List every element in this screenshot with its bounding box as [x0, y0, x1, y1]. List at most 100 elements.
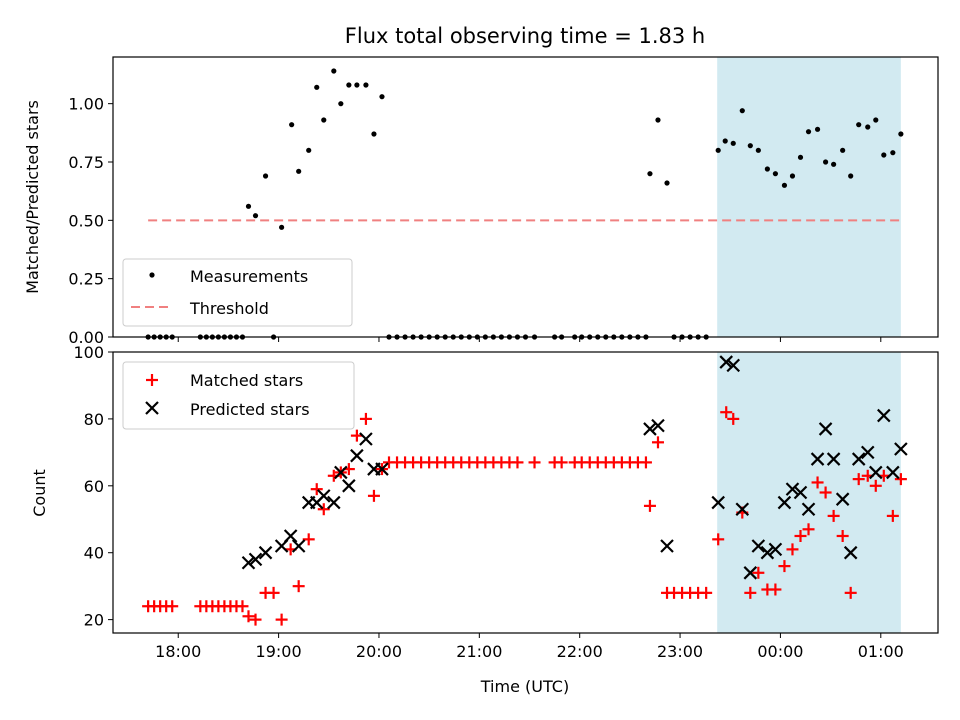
measurement-point	[252, 213, 259, 219]
y-tick-label: 60	[84, 477, 104, 496]
predicted-point	[835, 492, 850, 506]
predicted-point	[735, 502, 750, 517]
measurement-point	[279, 224, 285, 230]
matched-point	[769, 583, 782, 596]
matched-point	[727, 412, 740, 425]
predicted-point	[342, 479, 356, 493]
predicted-point	[768, 542, 783, 557]
predicted-point	[375, 462, 389, 476]
legend-measurements-label: Measurements	[190, 267, 308, 286]
predicted-point	[726, 358, 741, 373]
predicted-point	[291, 539, 306, 553]
predicted-point	[851, 452, 866, 466]
matched-point	[350, 429, 363, 442]
top-panel-y-label: Matched/Predicted stars	[23, 100, 42, 294]
measurement-point	[321, 117, 327, 123]
matched-point	[310, 483, 323, 496]
measurement-point	[881, 152, 887, 158]
predicted-point	[359, 432, 373, 446]
predicted-point	[660, 539, 674, 553]
measurement-point	[822, 159, 829, 165]
predicted-point	[860, 445, 875, 460]
figure-title: Flux total observing time = 1.83 h	[345, 24, 705, 48]
y-tick-label: 1.00	[68, 95, 104, 114]
x-tick-label: 20:00	[356, 642, 402, 661]
measurement-point	[371, 131, 377, 137]
predicted-point	[826, 452, 841, 466]
measurement-point	[314, 84, 320, 90]
measurement-point	[755, 147, 761, 153]
matched-point	[367, 489, 380, 502]
x-tick-label: 01:00	[858, 642, 904, 661]
matched-point	[511, 456, 524, 469]
measurement-point	[346, 82, 352, 88]
measurement-point	[848, 173, 854, 179]
x-tick-label: 21:00	[456, 642, 502, 661]
bottom-panel-y-label: Count	[30, 469, 49, 517]
y-tick-label: 0.75	[68, 153, 104, 172]
predicted-point	[877, 408, 891, 423]
matched-point	[166, 600, 179, 613]
bottom-panel-y-ticks: 20 40 60 80 100	[73, 343, 113, 630]
x-axis-label: Time (UTC)	[480, 677, 569, 696]
bottom-panel-points	[142, 355, 908, 626]
predicted-point	[868, 465, 883, 480]
measurement-point	[814, 126, 821, 132]
matched-point	[827, 509, 840, 522]
top-panel-legend: Measurements Threshold	[122, 258, 353, 327]
matched-point	[720, 406, 733, 419]
matched-point	[242, 610, 255, 623]
measurement-point	[338, 101, 344, 107]
predicted-point	[719, 355, 734, 369]
measurement-point	[856, 122, 862, 128]
matched-point	[528, 456, 541, 469]
top-panel-shaded-region	[717, 57, 901, 337]
matched-point	[236, 600, 249, 613]
x-tick-label: 22:00	[557, 642, 603, 661]
x-tick-label: 00:00	[757, 642, 803, 661]
matched-point	[292, 580, 305, 593]
matched-point	[819, 486, 832, 499]
measurement-point	[805, 129, 812, 135]
measurement-point	[781, 182, 788, 188]
legend-matched-label: Matched stars	[190, 371, 303, 390]
top-panel-y-ticks: 0.00 0.25 0.50 0.75 1.00	[68, 95, 113, 347]
measurement-point	[289, 122, 295, 128]
measurement-point	[647, 171, 653, 177]
matched-point	[802, 523, 815, 536]
matched-point	[267, 586, 280, 599]
matched-point	[852, 473, 865, 486]
predicted-point	[751, 539, 766, 553]
predicted-point	[886, 465, 900, 480]
x-tick-label: 19:00	[256, 642, 302, 661]
bottom-panel-frame	[112, 351, 939, 634]
measurement-point	[715, 147, 721, 153]
predicted-point	[760, 545, 775, 560]
predicted-point	[843, 545, 858, 560]
top-panel-frame	[112, 56, 939, 338]
matched-point	[249, 613, 262, 626]
matched-point	[886, 509, 899, 522]
matched-point	[836, 529, 849, 542]
predicted-point	[801, 502, 816, 517]
measurement-point	[890, 150, 896, 156]
measurement-point	[296, 168, 302, 174]
matched-point	[778, 560, 791, 573]
matched-point	[744, 586, 757, 599]
bottom-panel-counts: 20 40 60 80 100 18:00 19:00 20:00 21:00 22:00 23:…	[30, 343, 939, 661]
predicted-point	[711, 495, 725, 510]
measurement-point	[898, 131, 904, 137]
x-tick-label: 18:00	[155, 642, 201, 661]
predicted-point	[743, 566, 758, 580]
measurement-point	[840, 147, 846, 153]
matched-point	[700, 586, 713, 599]
measurement-point	[873, 117, 879, 123]
matched-point	[844, 586, 857, 599]
measurement-point	[331, 68, 337, 74]
matched-point	[555, 456, 568, 469]
matched-point	[643, 499, 656, 512]
predicted-point	[785, 482, 800, 496]
predicted-point	[283, 529, 298, 543]
measurement-point	[797, 154, 804, 160]
